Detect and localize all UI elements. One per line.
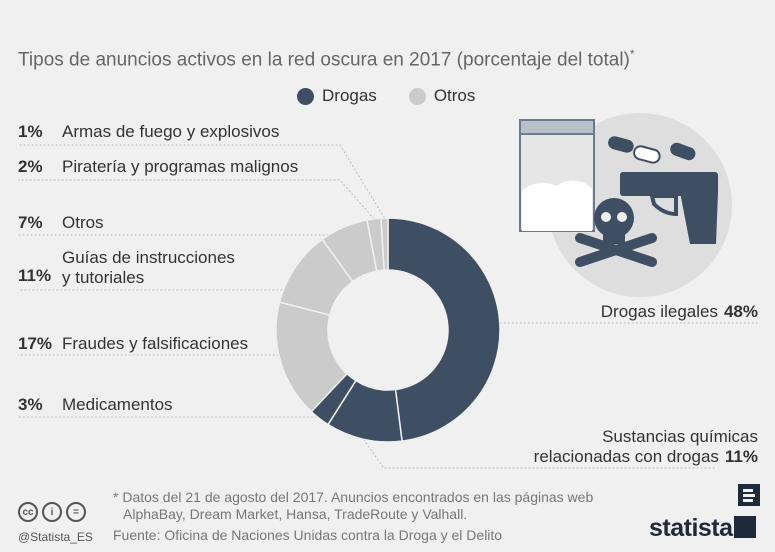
drug-bag-icon [519,119,595,232]
label-fraudes-pct: 17% [18,334,53,353]
source-note: Fuente: Oficina de Naciones Unidas contr… [113,527,503,543]
legend-swatch-drogas [297,87,314,105]
legend-item-otros[interactable]: Otros [408,86,476,106]
title-text: Tipos de anuncios activos en la red oscu… [18,49,630,71]
label-otros-text: Otros [62,213,104,232]
illustration [519,113,732,297]
label-sustancias-line2: relacionadas con drogas [533,447,719,466]
legend-item-drogas[interactable]: Drogas [297,86,377,106]
label-armas-text: Armas de fuego y explosivos [62,122,280,141]
footnote: * Datos del 21 de agosto del 2017. Anunc… [113,489,593,523]
brand-mark-icon [734,516,756,538]
label-otros-pct: 7% [18,213,43,232]
label-armas-pct: 1% [18,122,43,141]
infographic-logo-icon [738,484,760,506]
label-guias-line1: Guías de instrucciones [62,248,235,267]
label-fraudes: 17% Fraudes y falsificaciones [18,334,248,354]
footnote-line2: AlphaBay, Dream Market, Hansa, TradeRout… [123,506,468,522]
cc-icon[interactable]: cc [18,502,38,522]
legend-swatch-otros [408,87,426,105]
title-footnote-mark: * [629,47,635,61]
label-guias-pct: 11% [18,266,52,285]
by-icon[interactable]: i [42,502,62,522]
skull-crossbones-icon [575,198,657,267]
label-fraudes-text: Fraudes y falsificaciones [62,334,249,353]
label-sustancias-pct: 11% [724,447,758,466]
label-guias: 11% Guías de instrucciones y tutoriales [18,248,235,288]
legend-label-drogas: Drogas [322,86,377,105]
leader-line-7 [18,144,385,219]
label-pirateria-pct: 2% [18,157,43,176]
license-icons: cc i = [18,502,86,522]
label-drogas-ilegales-pct: 48% [723,302,758,321]
legend: Drogas Otros [297,86,507,106]
legend-label-otros: Otros [433,86,476,105]
label-drogas-ilegales: Drogas ilegales 48% [601,302,758,322]
label-sustancias: Sustancias químicas relacionadas con dro… [534,427,758,467]
brand-logo[interactable]: statista [649,514,733,542]
label-guias-line2: y tutoriales [62,268,145,287]
label-pirateria-text: Piratería y programas malignos [62,157,299,176]
label-pirateria: 2% Piratería y programas malignos [18,157,298,177]
donut-slice-7[interactable] [380,217,389,271]
nd-icon[interactable]: = [66,502,86,522]
chart-title: Tipos de anuncios activos en la red oscu… [18,47,635,71]
leader-line-6 [18,179,375,220]
label-medicamentos-pct: 3% [18,395,43,414]
label-otros: 7% Otros [18,213,104,233]
pistol-icon [620,172,718,244]
label-armas: 1% Armas de fuego y explosivos [18,122,279,142]
leader-line-2 [18,416,320,419]
footnote-line1: * Datos del 21 de agosto del 2017. Anunc… [113,489,594,505]
pills-icon [608,136,696,164]
donut-chart [275,217,501,443]
leader-line-3 [18,354,281,362]
label-medicamentos: 3% Medicamentos [18,395,173,415]
label-medicamentos-text: Medicamentos [62,395,173,414]
social-handle[interactable]: @Statista_ES [18,530,93,544]
donut-slice-0[interactable] [387,217,501,442]
label-sustancias-line1: Sustancias químicas [602,427,758,446]
label-drogas-ilegales-text: Drogas ilegales [600,302,718,321]
